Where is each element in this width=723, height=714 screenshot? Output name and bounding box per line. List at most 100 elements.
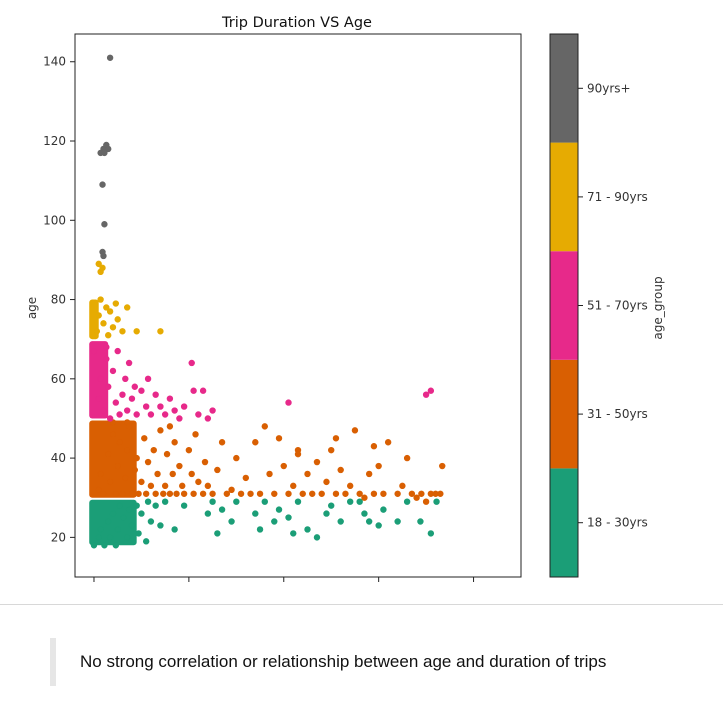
scatter-point: [114, 462, 121, 470]
scatter-point: [123, 419, 131, 426]
scatter-point: [144, 498, 152, 505]
colorbar-tick-label: 71 - 90yrs: [587, 190, 648, 204]
scatter-point: [131, 383, 138, 390]
scatter-point: [161, 482, 169, 490]
scatter-point: [95, 312, 102, 319]
scatter-point: [116, 439, 123, 446]
scatter-point: [157, 328, 164, 335]
scatter-point: [112, 490, 120, 497]
scatter-point: [266, 470, 273, 478]
scatter-point: [261, 423, 268, 430]
y-axis: 20 40 60 80 100 120 140: [43, 55, 75, 544]
scatter-point: [100, 407, 107, 414]
scatter-point: [417, 518, 424, 525]
scatter-point: [142, 403, 150, 410]
y-axis-label: age: [25, 297, 39, 319]
scatter-point: [114, 316, 121, 323]
scatter-point: [237, 490, 245, 497]
scatter-point: [375, 522, 382, 529]
scatter-point: [427, 387, 435, 394]
scatter-chart: Trip Duration VS Age 20 40 60 80 100 120 140 a…: [25, 15, 665, 582]
scatter-point: [138, 478, 145, 486]
scatter-point: [157, 427, 164, 434]
scatter-point: [299, 490, 306, 497]
scatter-point: [180, 502, 188, 509]
scatter-point: [106, 478, 114, 486]
scatter-point: [109, 431, 117, 438]
colorbar-tick-label: 90yrs+: [587, 81, 631, 95]
scatter-point: [133, 411, 140, 418]
y-tick-label: 60: [51, 372, 66, 386]
caption-text: No strong correlation or relationship be…: [80, 652, 607, 671]
y-tick-label: 100: [43, 213, 66, 227]
scatter-point: [195, 411, 202, 418]
scatter-point: [418, 490, 425, 497]
scatter-point: [142, 538, 150, 545]
scatter-point: [123, 534, 131, 541]
scatter-point: [275, 506, 283, 513]
y-tick-label: 80: [51, 293, 66, 307]
scatter-point: [138, 387, 145, 394]
scatter-point: [101, 542, 108, 549]
scatter-point: [95, 534, 102, 541]
scatter-point: [97, 296, 104, 303]
scatter-point: [285, 514, 292, 521]
scatter-point: [271, 490, 278, 497]
scatter-point: [144, 458, 152, 466]
scatter-point: [116, 502, 123, 509]
scatter-point: [433, 498, 440, 505]
colorbar-segment: [550, 142, 578, 252]
scatter-point: [112, 399, 120, 406]
plot-frame: [74, 33, 522, 578]
scatter-point: [171, 526, 178, 533]
scatter-point: [171, 407, 178, 414]
scatter-point: [252, 439, 259, 446]
scatter-point: [188, 470, 195, 478]
scatter-point: [422, 498, 430, 505]
scatter-point: [337, 518, 344, 525]
scatter-point: [252, 510, 259, 517]
scatter-point: [114, 347, 121, 355]
scatter-point: [192, 431, 199, 438]
scatter-point: [141, 435, 148, 442]
scatter-point: [114, 526, 121, 533]
scatter-point: [365, 518, 373, 525]
scatter-point: [380, 506, 387, 513]
scatter-point: [169, 470, 176, 478]
scatter-point: [97, 526, 104, 533]
scatter-point: [112, 542, 120, 549]
scatter-point: [95, 260, 102, 268]
scatter-point: [256, 526, 264, 533]
scatter-point: [103, 304, 110, 311]
scatter-point: [346, 482, 354, 490]
scatter-point: [403, 498, 411, 505]
scatter-point: [95, 395, 102, 402]
scatter-point: [285, 399, 292, 406]
y-tick-label: 40: [51, 451, 66, 465]
scatter-point: [103, 343, 110, 351]
scatter-point: [147, 518, 155, 525]
scatter-point: [125, 506, 133, 513]
scatter-point: [171, 439, 178, 446]
scatter-point: [109, 367, 117, 375]
section-divider: [0, 604, 723, 605]
scatter-point: [204, 510, 212, 517]
scatter-point: [328, 502, 335, 509]
scatter-point: [204, 415, 212, 422]
scatter-point: [228, 518, 235, 525]
scatter-point: [356, 490, 363, 497]
scatter-point: [209, 407, 216, 414]
scatter-point: [290, 482, 297, 490]
colorbar: 18 - 30yrs 31 - 50yrs 51 - 70yrs 71 - 90yrs…: [549, 33, 648, 578]
scatter-point: [188, 359, 195, 367]
scatter-point: [337, 466, 344, 474]
scatter-point: [309, 490, 316, 497]
scatter-point: [100, 320, 107, 327]
scatter-point: [100, 490, 107, 497]
scatter-point: [166, 490, 174, 497]
scatter-point: [290, 530, 297, 537]
scatter-point: [90, 347, 98, 355]
scatter-point: [304, 470, 311, 478]
scatter-point: [99, 181, 106, 188]
scatter-point: [323, 510, 330, 517]
